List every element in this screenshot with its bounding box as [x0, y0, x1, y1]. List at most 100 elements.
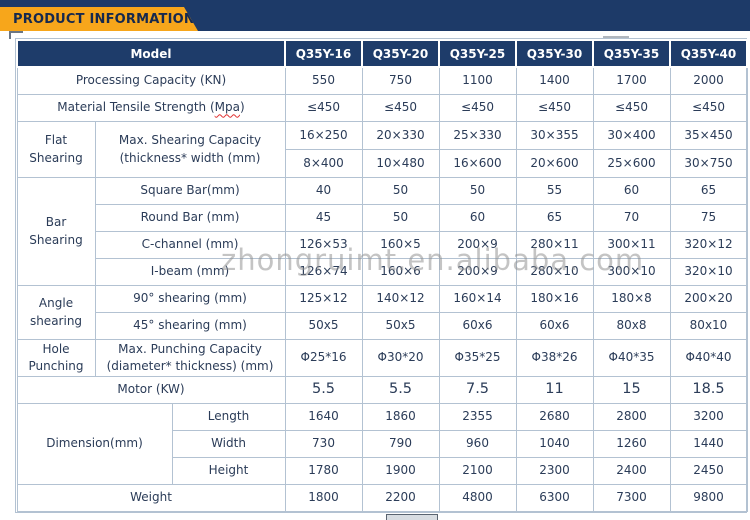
tensile-label-prefix: Material Tensile Strength ( [57, 100, 214, 114]
banner-title: PRODUCT INFORMATION [0, 12, 195, 27]
row-hole-punching: Hole Punching Max. Punching Capacity (di… [17, 340, 747, 377]
category-cell: Dimension(mm) [17, 404, 172, 485]
category-cell: Hole Punching [17, 340, 95, 377]
value-cell: 16×600 [439, 150, 516, 178]
row-label-cell: Weight [17, 485, 285, 512]
value-cell: 200×20 [670, 286, 747, 313]
value-cell: 70 [593, 205, 670, 232]
value-cell: 126×53 [285, 232, 362, 259]
value-cell: Φ30*20 [362, 340, 439, 377]
value-cell: 2800 [593, 404, 670, 431]
value-cell: 18.5 [670, 377, 747, 404]
value-cell: 5.5 [362, 377, 439, 404]
row-label-cell: Max. Shearing Capacity (thickness* width… [95, 122, 285, 178]
row-weight: Weight 1800 2200 4800 6300 7300 9800 [17, 485, 747, 512]
value-cell: 60 [439, 205, 516, 232]
row-round-bar: Round Bar (mm) 45 50 60 65 70 75 [17, 205, 747, 232]
value-cell: 1400 [516, 67, 593, 95]
value-cell: 1040 [516, 431, 593, 458]
value-cell: 20×330 [362, 122, 439, 150]
value-cell: Φ38*26 [516, 340, 593, 377]
value-cell: 2400 [593, 458, 670, 485]
row-i-beam: I-beam (mm) 126×74 160×6 200×9 280×10 30… [17, 259, 747, 286]
value-cell: 65 [670, 178, 747, 205]
row-tensile-strength: Material Tensile Strength (Mpa) ≤450 ≤45… [17, 95, 747, 122]
value-cell: 280×11 [516, 232, 593, 259]
row-label-cell: Width [172, 431, 285, 458]
value-cell: 10×480 [362, 150, 439, 178]
value-cell: 200×9 [439, 259, 516, 286]
value-cell: 1900 [362, 458, 439, 485]
tensile-label-suffix: ) [240, 100, 245, 114]
value-cell: 60 [593, 178, 670, 205]
value-cell: ≤450 [670, 95, 747, 122]
spec-table: Model Q35Y-16 Q35Y-20 Q35Y-25 Q35Y-30 Q3… [16, 39, 748, 512]
value-cell: 5.5 [285, 377, 362, 404]
model-column-header: Q35Y-35 [593, 40, 670, 67]
value-cell: 160×6 [362, 259, 439, 286]
row-label-cell: Round Bar (mm) [95, 205, 285, 232]
spec-table-container: Model Q35Y-16 Q35Y-20 Q35Y-25 Q35Y-30 Q3… [15, 38, 747, 513]
value-cell: Φ25*16 [285, 340, 362, 377]
value-cell: 1780 [285, 458, 362, 485]
value-cell: 300×11 [593, 232, 670, 259]
row-label-cell: Square Bar(mm) [95, 178, 285, 205]
value-cell: 8×400 [285, 150, 362, 178]
value-cell: 30×400 [593, 122, 670, 150]
value-cell: 550 [285, 67, 362, 95]
model-column-header: Q35Y-20 [362, 40, 439, 67]
value-cell: 1700 [593, 67, 670, 95]
value-cell: 9800 [670, 485, 747, 512]
value-cell: Φ40*40 [670, 340, 747, 377]
value-cell: 320×12 [670, 232, 747, 259]
value-cell: 126×74 [285, 259, 362, 286]
value-cell: ≤450 [285, 95, 362, 122]
value-cell: 2300 [516, 458, 593, 485]
row-c-channel: C-channel (mm) 126×53 160×5 200×9 280×11… [17, 232, 747, 259]
value-cell: 960 [439, 431, 516, 458]
value-cell: 16×250 [285, 122, 362, 150]
model-header-cell: Model [17, 40, 285, 67]
value-cell: 1640 [285, 404, 362, 431]
value-cell: 4800 [439, 485, 516, 512]
value-cell: 6300 [516, 485, 593, 512]
row-label-cell: Motor (KW) [17, 377, 285, 404]
value-cell: 15 [593, 377, 670, 404]
row-label-cell: Processing Capacity (KN) [17, 67, 285, 95]
row-square-bar: Bar Shearing Square Bar(mm) 40 50 50 55 … [17, 178, 747, 205]
value-cell: 2680 [516, 404, 593, 431]
value-cell: 25×330 [439, 122, 516, 150]
scroll-handle[interactable] [386, 514, 438, 520]
row-flat-shearing-1: Flat Shearing Max. Shearing Capacity (th… [17, 122, 747, 150]
banner-bar: PRODUCT INFORMATION [0, 0, 750, 31]
value-cell: 60x6 [516, 313, 593, 340]
row-processing-capacity: Processing Capacity (KN) 550 750 1100 14… [17, 67, 747, 95]
value-cell: 55 [516, 178, 593, 205]
value-cell: ≤450 [439, 95, 516, 122]
value-cell: 75 [670, 205, 747, 232]
value-cell: 65 [516, 205, 593, 232]
value-cell: 35×450 [670, 122, 747, 150]
value-cell: 1440 [670, 431, 747, 458]
model-column-header: Q35Y-40 [670, 40, 747, 67]
value-cell: 180×16 [516, 286, 593, 313]
value-cell: Φ35*25 [439, 340, 516, 377]
row-label-cell: 45° shearing (mm) [95, 313, 285, 340]
value-cell: 790 [362, 431, 439, 458]
value-cell: 50x5 [285, 313, 362, 340]
value-cell: 1100 [439, 67, 516, 95]
value-cell: 730 [285, 431, 362, 458]
value-cell: 125×12 [285, 286, 362, 313]
value-cell: 2000 [670, 67, 747, 95]
row-label-cell: Length [172, 404, 285, 431]
value-cell: 1260 [593, 431, 670, 458]
value-cell: 2200 [362, 485, 439, 512]
row-label-cell: C-channel (mm) [95, 232, 285, 259]
value-cell: 80x8 [593, 313, 670, 340]
value-cell: 50 [439, 178, 516, 205]
hole-label-line2: (diameter* thickness) (mm) [98, 358, 283, 375]
header-row: Model Q35Y-16 Q35Y-20 Q35Y-25 Q35Y-30 Q3… [17, 40, 747, 67]
value-cell: 40 [285, 178, 362, 205]
value-cell: 45 [285, 205, 362, 232]
value-cell: 50x5 [362, 313, 439, 340]
